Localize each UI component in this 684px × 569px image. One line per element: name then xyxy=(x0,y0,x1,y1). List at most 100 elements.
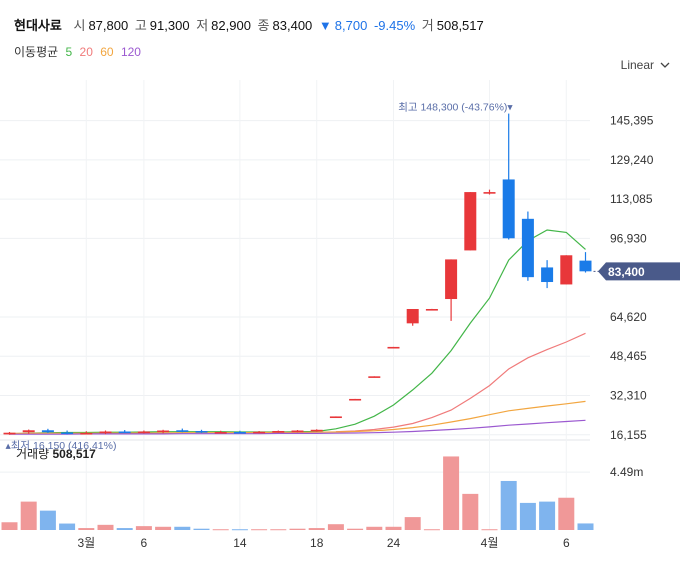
y-tick-label: 145,395 xyxy=(610,114,654,128)
y-tick-label: 96,930 xyxy=(610,231,647,245)
volume-bar xyxy=(39,510,56,530)
candle-body xyxy=(502,179,515,239)
candle-body xyxy=(233,431,246,434)
candle-body xyxy=(61,432,74,435)
candle-body xyxy=(445,259,458,300)
x-tick-label: 24 xyxy=(387,536,401,550)
volume-label: 거 xyxy=(421,18,434,33)
volume-bar xyxy=(462,493,479,530)
open-label: 시 xyxy=(73,18,86,33)
y-tick-label: 64,620 xyxy=(610,310,647,324)
y-tick-label: 16,155 xyxy=(610,428,647,442)
volume-bar xyxy=(539,501,556,530)
candle-body xyxy=(579,260,592,272)
moving-average-legend[interactable]: 이동평균 5 20 60 120 xyxy=(14,43,145,60)
volume-bar xyxy=(327,524,344,530)
candle-body xyxy=(464,192,477,251)
candle-body xyxy=(483,192,496,194)
volume-bar xyxy=(481,529,498,531)
volume-bar xyxy=(135,526,152,530)
volume-bar xyxy=(193,528,210,530)
volume-bar xyxy=(155,526,172,530)
x-tick-label: 18 xyxy=(310,536,324,550)
candle-body xyxy=(541,267,554,283)
change-down-icon: ▼ xyxy=(318,18,332,33)
ma-20-label: 20 xyxy=(79,45,93,59)
candle-body xyxy=(291,430,304,433)
y-tick-label: 48,465 xyxy=(610,349,647,363)
volume-title: 거래량 508,517 xyxy=(16,447,96,461)
x-tick-label: 4월 xyxy=(481,536,499,550)
low-label: 저 xyxy=(196,18,209,33)
volume-bar xyxy=(97,524,114,530)
x-tick-label: 14 xyxy=(233,536,247,550)
candle-body xyxy=(157,430,170,433)
volume-bar xyxy=(577,523,594,530)
candle-body xyxy=(272,431,285,433)
volume-bar xyxy=(231,529,248,531)
low-price: 82,900 xyxy=(211,18,251,33)
open-price: 87,800 xyxy=(88,18,129,33)
current-price-label: 83,400 xyxy=(608,265,645,279)
candle-body xyxy=(329,416,342,419)
volume-bar xyxy=(20,501,37,530)
stock-name: 현대사료 xyxy=(14,18,62,33)
ma5-line xyxy=(9,229,586,435)
volume-bar xyxy=(519,502,536,530)
volume-value: 508,517 xyxy=(436,18,484,33)
close-label: 종 xyxy=(257,18,270,33)
stock-header: 현대사료 시 87,800 고 91,300 저 82,900 종 83,400 ▼ 8,… xyxy=(14,15,487,34)
candle-body xyxy=(195,431,208,433)
candle-body xyxy=(406,308,419,324)
volume-bar xyxy=(289,528,306,530)
candle-body xyxy=(41,430,54,433)
volume-bar xyxy=(308,528,325,530)
current-price-tag xyxy=(598,262,680,281)
volume-bar xyxy=(558,497,575,530)
volume-bar xyxy=(270,529,287,531)
change-percent: -9.45% xyxy=(373,18,416,33)
y-tick-label: 32,310 xyxy=(610,388,647,402)
candle-body xyxy=(137,431,150,434)
candle-body xyxy=(253,431,266,434)
high-label: 고 xyxy=(134,18,147,33)
volume-bar xyxy=(116,528,133,530)
candle-body xyxy=(425,308,438,311)
scale-select[interactable]: Linear xyxy=(621,58,670,72)
high-annotation: 최고 148,300 (-43.76%)▾ xyxy=(398,102,513,114)
volume-bar xyxy=(1,522,18,530)
candle-body xyxy=(3,432,16,435)
candle-body xyxy=(310,429,323,432)
close-price: 83,400 xyxy=(272,18,313,33)
volume-bar xyxy=(251,529,268,531)
ma60-line xyxy=(9,400,586,434)
volume-bar xyxy=(423,529,440,531)
x-tick-label: 6 xyxy=(141,536,148,550)
candle-body xyxy=(118,431,131,434)
volume-bar xyxy=(500,480,517,530)
volume-bar xyxy=(385,526,402,530)
candle-body xyxy=(368,376,381,378)
volume-bar xyxy=(59,523,76,530)
ma-legend-label: 이동평균 xyxy=(14,45,59,59)
y-tick-label: 113,085 xyxy=(610,192,653,206)
volume-tick-label: 4.49m xyxy=(610,465,643,479)
change-amount: 8,700 xyxy=(334,18,368,33)
candle-body xyxy=(521,218,534,278)
ma-120-label: 120 xyxy=(120,45,141,59)
volume-bar xyxy=(366,526,383,530)
candle-body xyxy=(176,430,189,432)
volume-bar xyxy=(212,529,229,531)
volume-bar xyxy=(404,517,421,530)
volume-bar xyxy=(443,456,460,530)
chevron-down-icon xyxy=(660,62,670,68)
x-tick-label: 3월 xyxy=(77,536,95,550)
candle-body xyxy=(214,431,227,434)
high-price: 91,300 xyxy=(149,18,190,33)
ma-60-label: 60 xyxy=(100,45,114,59)
candle-body xyxy=(22,430,35,433)
low-annotation: ▴최저 16,150 (416.41%) xyxy=(6,440,117,452)
candle-body xyxy=(560,255,573,285)
volume-bar xyxy=(347,528,364,530)
